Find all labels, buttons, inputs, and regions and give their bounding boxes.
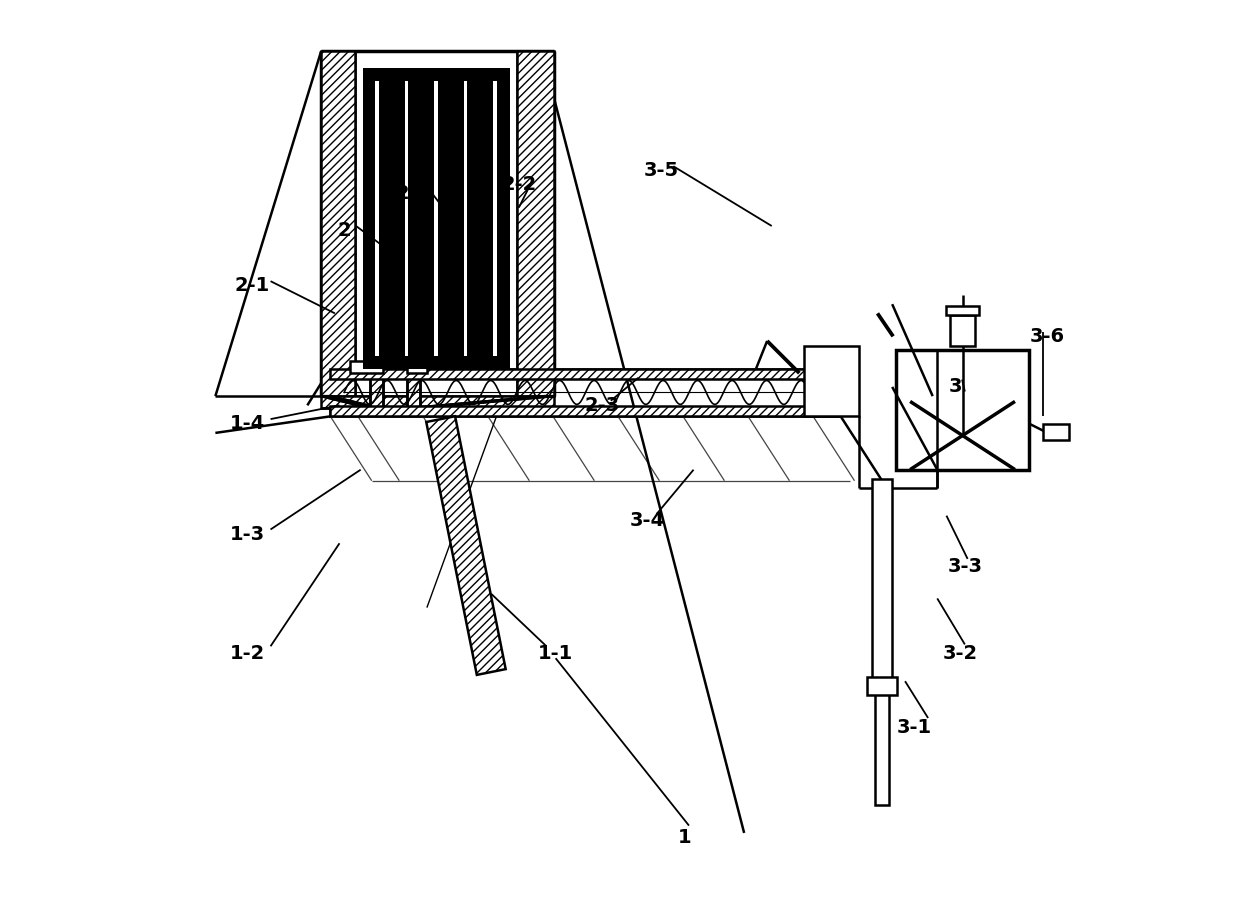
Bar <box>362 68 510 81</box>
Bar <box>804 345 859 416</box>
Bar <box>946 306 980 315</box>
Text: 3-4: 3-4 <box>630 511 665 530</box>
Bar <box>330 368 841 379</box>
Text: 3: 3 <box>949 378 962 396</box>
Bar <box>379 68 392 368</box>
Text: 2-2: 2-2 <box>501 175 537 194</box>
Text: 2-4: 2-4 <box>396 184 430 204</box>
Bar <box>330 406 841 416</box>
Text: 1-1: 1-1 <box>538 644 573 663</box>
Bar <box>408 68 422 368</box>
Bar <box>407 361 427 373</box>
Bar <box>362 68 376 368</box>
Bar <box>950 315 976 345</box>
Text: 1-3: 1-3 <box>229 525 265 543</box>
Polygon shape <box>517 52 554 396</box>
Bar <box>451 68 464 368</box>
Polygon shape <box>407 361 420 408</box>
Bar <box>480 68 494 368</box>
Bar <box>867 677 897 695</box>
Bar <box>422 68 434 368</box>
Polygon shape <box>321 396 554 408</box>
Text: 1-2: 1-2 <box>229 644 265 663</box>
Bar <box>874 691 889 805</box>
Bar <box>895 350 1029 470</box>
Bar <box>330 368 841 416</box>
Text: 3-3: 3-3 <box>947 557 982 576</box>
Bar <box>898 402 1028 468</box>
Polygon shape <box>321 396 379 408</box>
Text: 2-3: 2-3 <box>584 396 619 414</box>
Bar <box>480 356 510 368</box>
Bar <box>1043 424 1069 440</box>
Text: 1-4: 1-4 <box>229 414 265 433</box>
Polygon shape <box>427 416 506 675</box>
Bar <box>392 68 404 368</box>
Bar <box>350 361 383 373</box>
Bar <box>362 356 392 368</box>
Bar <box>872 479 893 691</box>
Polygon shape <box>412 396 554 408</box>
Polygon shape <box>321 52 355 396</box>
Bar <box>422 356 451 368</box>
Text: 2: 2 <box>337 221 351 240</box>
Bar <box>467 68 480 368</box>
Text: 1: 1 <box>677 828 691 847</box>
Bar <box>451 356 480 368</box>
Bar <box>438 68 451 368</box>
Text: 3-1: 3-1 <box>897 717 931 737</box>
Text: 3-6: 3-6 <box>1030 327 1065 346</box>
Text: 2-1: 2-1 <box>234 276 270 296</box>
Bar <box>497 68 510 368</box>
Text: 3-2: 3-2 <box>942 644 978 663</box>
Bar <box>392 356 422 368</box>
Text: 3-5: 3-5 <box>644 161 680 181</box>
Polygon shape <box>370 361 383 408</box>
